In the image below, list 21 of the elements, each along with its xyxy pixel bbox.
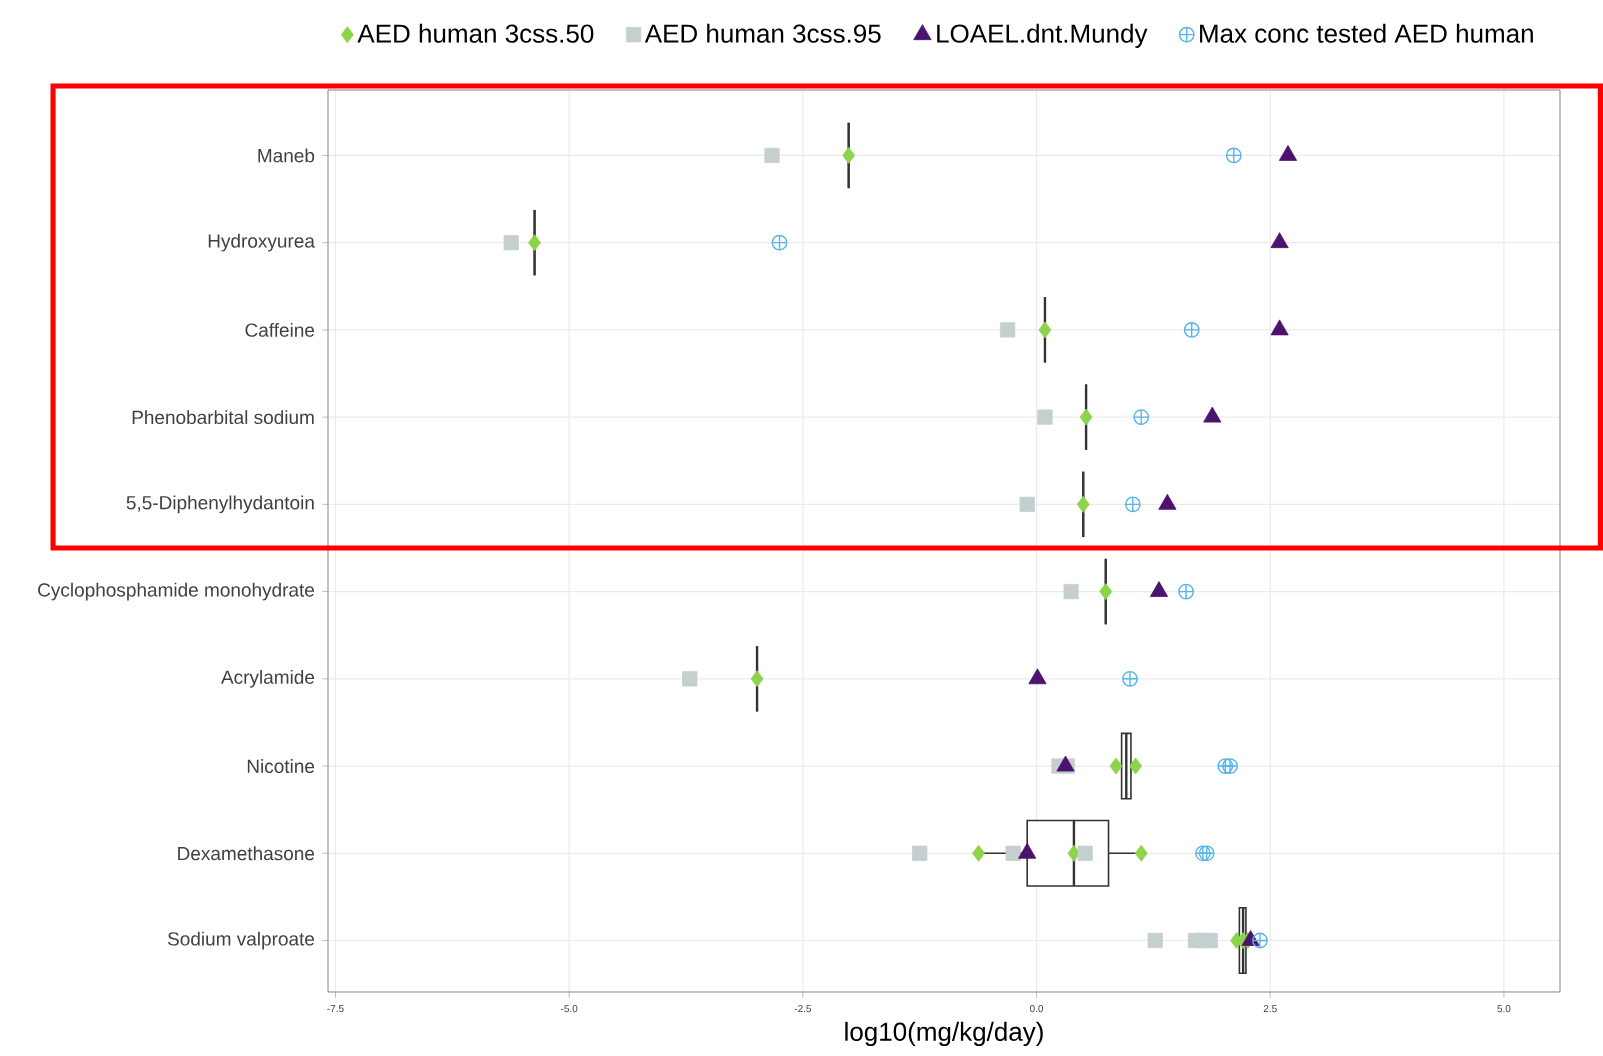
y-tick-label: Nicotine <box>247 759 315 774</box>
y-tick-label: Maneb <box>258 148 315 163</box>
y-tick-label: Acrylamide <box>221 669 315 688</box>
y-tick-label: Sodium valproate <box>167 931 315 950</box>
legend-label: LOAEL.dnt.Mundy <box>937 23 1148 48</box>
legend-label: AED human 3css.95 <box>644 23 881 43</box>
x-tick-label: 2.5 <box>1263 1005 1277 1013</box>
x-tick-label: -5.0 <box>560 1005 578 1013</box>
y-tick-label: Phenobarbital sodium <box>132 410 314 425</box>
y-tick-label: Cyclophosphamide monohydrate <box>38 582 315 601</box>
x-tick-label: 5.0 <box>1497 1005 1511 1013</box>
x-tick-label: -7.5 <box>327 1005 344 1013</box>
y-tick-label: Caffeine <box>245 322 315 337</box>
x-axis-title: log10(mg/kg/day) <box>845 1021 1043 1047</box>
x-tick-label: 0.0 <box>1029 1005 1044 1013</box>
legend-label: Max conc tested AED human <box>1200 23 1533 43</box>
y-tick-label: Hydroxyurea <box>208 233 315 252</box>
y-tick-label: 5,5-Diphenylhydantoin <box>126 495 314 514</box>
y-tick-label: Dexamethasone <box>178 846 315 861</box>
legend-label: AED human 3css.50 <box>357 23 594 43</box>
x-tick-label: -2.5 <box>794 1005 812 1013</box>
